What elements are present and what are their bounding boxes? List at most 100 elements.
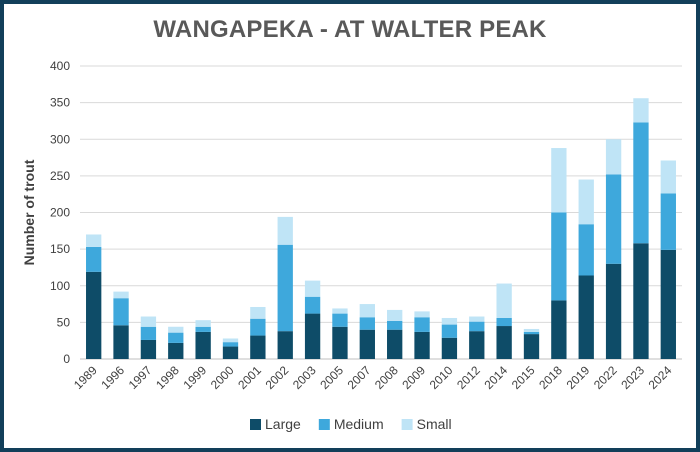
y-tick-label: 50 xyxy=(57,315,71,329)
x-tick-label: 2018 xyxy=(536,363,565,392)
x-tick-label: 1989 xyxy=(71,363,100,392)
x-axis-ticks: 1989199619971998199920002001200220032005… xyxy=(71,363,675,392)
y-tick-label: 100 xyxy=(50,279,70,293)
x-tick-label: 1999 xyxy=(180,363,209,392)
bar-medium-2005 xyxy=(332,313,348,327)
bar-medium-2009 xyxy=(414,317,430,332)
x-tick-label: 2008 xyxy=(372,363,401,392)
x-tick-label: 1997 xyxy=(126,363,155,392)
bar-medium-2007 xyxy=(359,317,375,330)
y-axis-label: Number of trout xyxy=(21,159,37,265)
bar-large-2010 xyxy=(441,337,458,359)
x-tick-label: 2009 xyxy=(399,363,428,392)
bar-medium-2014 xyxy=(496,317,512,327)
bar-small-2014 xyxy=(496,283,512,318)
bar-large-2003 xyxy=(304,313,321,359)
bar-large-1996 xyxy=(113,325,129,359)
x-tick-label: 2005 xyxy=(317,363,346,392)
bar-medium-2003 xyxy=(304,296,321,314)
y-tick-label: 400 xyxy=(50,59,70,73)
bar-small-1989 xyxy=(86,234,102,247)
x-tick-label: 2024 xyxy=(646,363,675,392)
bar-medium-2012 xyxy=(469,321,485,332)
bar-small-2024 xyxy=(660,160,676,194)
x-tick-label: 1996 xyxy=(98,363,127,392)
y-tick-label: 350 xyxy=(50,96,70,110)
bar-large-2000 xyxy=(222,346,239,359)
bar-small-2002 xyxy=(277,216,293,245)
bar-small-2010 xyxy=(441,317,458,325)
legend-label-small: Small xyxy=(417,416,452,432)
bar-large-2014 xyxy=(496,326,512,359)
bar-large-2019 xyxy=(578,275,594,359)
legend-swatch-medium xyxy=(318,419,330,430)
bar-medium-2008 xyxy=(387,320,403,330)
legend-label-large: Large xyxy=(265,416,301,432)
bar-large-2018 xyxy=(551,300,567,359)
bar-medium-2024 xyxy=(660,193,676,250)
chart-title: WANGAPEKA - AT WALTER PEAK xyxy=(153,16,547,43)
bar-small-1997 xyxy=(140,316,157,327)
bar-large-2008 xyxy=(387,329,403,359)
bar-small-2007 xyxy=(359,304,375,318)
bar-medium-1997 xyxy=(140,326,157,340)
x-tick-label: 2007 xyxy=(345,363,374,392)
bar-small-2018 xyxy=(551,148,567,213)
bar-large-2022 xyxy=(605,263,622,359)
bar-large-1997 xyxy=(140,339,157,359)
legend-swatch-large xyxy=(250,419,261,430)
bar-large-2007 xyxy=(359,329,375,359)
bar-small-1998 xyxy=(168,326,184,333)
bar-medium-2022 xyxy=(605,174,622,264)
y-tick-label: 250 xyxy=(50,169,70,183)
bar-small-1996 xyxy=(113,291,129,299)
y-axis-ticks: 0 50 100 150 200 250 300 350 400 xyxy=(50,59,70,366)
bar-medium-2010 xyxy=(441,324,458,338)
legend: Large Medium Small xyxy=(250,416,452,432)
y-tick-label: 300 xyxy=(50,132,70,146)
legend-swatch-small xyxy=(401,419,413,430)
x-tick-label: 2019 xyxy=(564,363,593,392)
bar-medium-2019 xyxy=(578,224,594,276)
bar-small-2009 xyxy=(414,311,430,318)
bar-large-2015 xyxy=(523,334,540,359)
legend-label-medium: Medium xyxy=(334,416,384,432)
x-tick-label: 2010 xyxy=(427,363,456,392)
x-tick-label: 2015 xyxy=(509,363,538,392)
bar-medium-2015 xyxy=(523,331,540,335)
y-tick-label: 200 xyxy=(50,206,70,220)
bar-large-2001 xyxy=(250,335,266,359)
x-tick-label: 2023 xyxy=(618,363,647,392)
x-tick-label: 2000 xyxy=(208,363,237,392)
bar-large-1998 xyxy=(168,342,184,359)
bar-medium-2023 xyxy=(633,122,649,244)
bar-large-2009 xyxy=(414,331,430,359)
bar-large-1989 xyxy=(86,271,102,359)
bar-small-2003 xyxy=(304,280,321,297)
bar-small-2022 xyxy=(605,139,622,175)
y-tick-label: 150 xyxy=(50,242,70,256)
x-tick-label: 2022 xyxy=(591,363,620,392)
bar-small-2012 xyxy=(469,316,485,322)
bar-medium-1996 xyxy=(113,298,129,326)
bar-small-2015 xyxy=(523,328,540,332)
bar-large-2024 xyxy=(660,249,676,359)
bar-large-2012 xyxy=(469,331,485,359)
bar-large-2002 xyxy=(277,331,293,359)
bar-medium-1999 xyxy=(195,326,211,332)
x-tick-label: 2012 xyxy=(454,363,483,392)
x-tick-label: 2014 xyxy=(481,363,510,392)
x-tick-label: 2001 xyxy=(235,363,264,392)
bar-small-2019 xyxy=(578,179,594,225)
bar-medium-2000 xyxy=(222,342,239,347)
bar-small-2008 xyxy=(387,309,403,321)
bar-large-2023 xyxy=(633,243,649,359)
x-tick-label: 2002 xyxy=(263,363,292,392)
x-tick-label: 1998 xyxy=(153,363,182,392)
y-tick-label: 0 xyxy=(63,352,70,366)
bar-large-1999 xyxy=(195,331,211,359)
bar-medium-2001 xyxy=(250,318,266,336)
bar-medium-2002 xyxy=(277,244,293,332)
bar-small-2005 xyxy=(332,308,348,314)
bar-large-2005 xyxy=(332,326,348,359)
